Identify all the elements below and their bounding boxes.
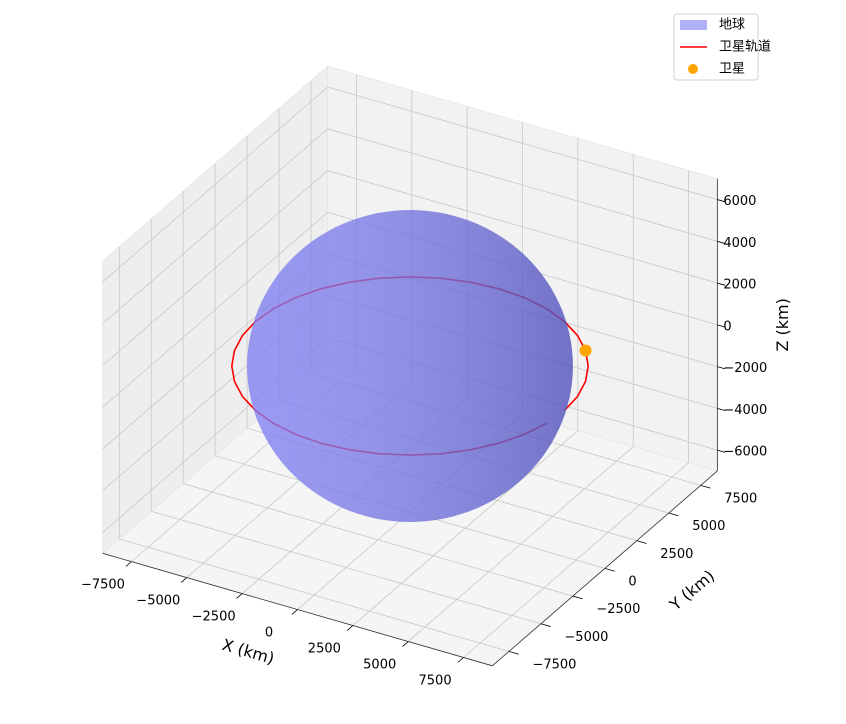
x-tick-label: −5000 xyxy=(136,594,180,609)
y-tick-label: −5000 xyxy=(564,630,608,645)
y-tick-label: 7500 xyxy=(724,491,757,506)
tick-mark xyxy=(717,282,726,286)
tick-mark xyxy=(540,623,551,627)
grid-line xyxy=(183,483,574,597)
legend-swatch xyxy=(688,64,698,74)
y-tick-label: −2500 xyxy=(596,602,640,617)
tick-mark xyxy=(717,240,726,244)
plot-area xyxy=(230,210,592,522)
y-tick-label: 0 xyxy=(628,575,636,590)
x-tick-label: −2500 xyxy=(192,610,236,625)
axis-line xyxy=(102,552,493,667)
tick-mark xyxy=(346,625,354,631)
legend-label: 卫星 xyxy=(719,62,745,77)
tick-mark xyxy=(291,609,298,615)
tick-mark xyxy=(508,651,519,655)
x-tick-label: 0 xyxy=(265,626,273,641)
earth-shading xyxy=(247,210,573,522)
tick-mark xyxy=(236,593,243,599)
tick-mark xyxy=(717,199,726,203)
x-tick-label: 7500 xyxy=(419,673,452,688)
tick-mark xyxy=(717,407,726,411)
y-tick-label: 2500 xyxy=(660,547,693,562)
x-tick-label: 2500 xyxy=(308,642,341,657)
z-tick-label: −6000 xyxy=(723,445,767,460)
grid-line xyxy=(102,128,328,324)
tick-mark xyxy=(457,657,464,663)
satellite-point xyxy=(579,344,592,357)
z-tick-label: 0 xyxy=(723,319,731,334)
axis-line xyxy=(492,470,718,667)
z-tick-label: 2000 xyxy=(723,278,756,293)
grid-line xyxy=(327,170,718,284)
y-tick-label: −7500 xyxy=(532,658,576,673)
tick-mark xyxy=(717,449,726,453)
y-tick-label: 5000 xyxy=(692,519,725,534)
z-tick-label: −4000 xyxy=(723,403,767,418)
tick-mark xyxy=(636,540,647,544)
grid-line xyxy=(327,128,718,242)
tick-mark xyxy=(700,484,711,489)
grid-line xyxy=(327,86,718,200)
grid-line xyxy=(119,538,510,652)
legend-label: 地球 xyxy=(719,18,745,33)
y-axis-label: Y (km) xyxy=(665,566,718,615)
tick-mark xyxy=(180,577,188,583)
tick-mark xyxy=(668,512,679,517)
legend-label: 卫星轨道 xyxy=(719,40,771,55)
grid-line xyxy=(102,86,328,283)
tick-mark xyxy=(717,366,726,370)
z-tick-label: 4000 xyxy=(723,236,756,251)
x-tick-label: −7500 xyxy=(81,578,125,593)
tick-mark xyxy=(402,641,409,647)
tick-mark xyxy=(717,324,726,328)
tick-mark xyxy=(604,568,615,572)
x-tick-label: 5000 xyxy=(363,658,396,673)
legend-box xyxy=(673,13,759,81)
z-tick-label: 6000 xyxy=(723,194,756,209)
tick-mark xyxy=(125,561,132,567)
grid-line xyxy=(102,170,328,366)
grid-line xyxy=(102,212,328,408)
z-axis-label: Z (km) xyxy=(773,298,792,351)
grid-line xyxy=(151,510,542,625)
z-tick-label: −2000 xyxy=(723,361,767,376)
tick-mark xyxy=(572,595,583,600)
legend-swatch xyxy=(680,20,707,30)
